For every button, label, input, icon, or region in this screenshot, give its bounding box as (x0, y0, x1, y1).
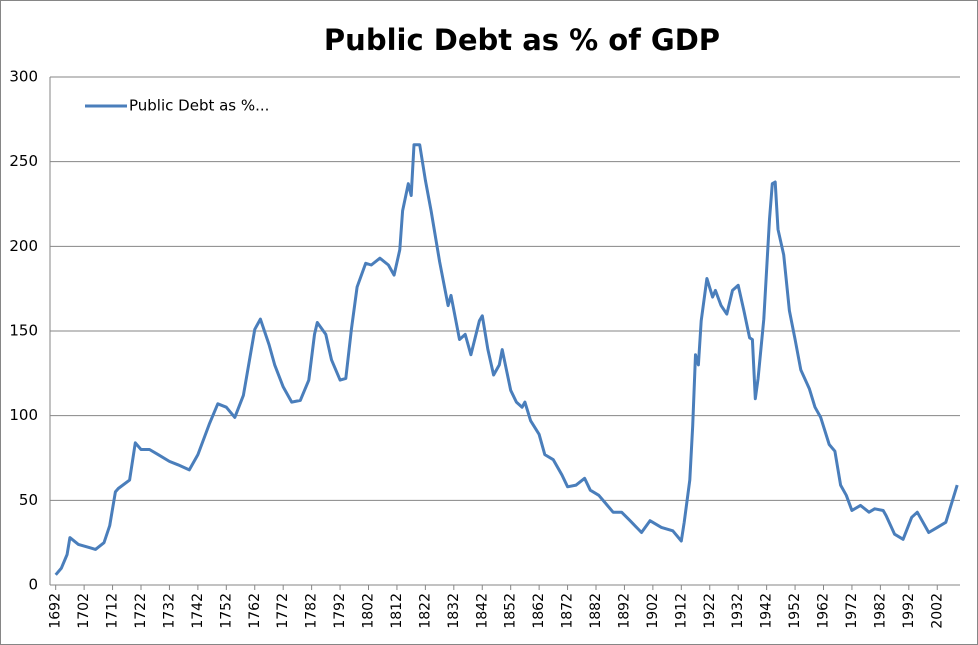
x-tick-label: 1892 (616, 593, 632, 629)
x-tick-label: 1942 (759, 593, 775, 629)
x-tick-label: 1962 (816, 593, 832, 629)
y-tick-label: 50 (19, 491, 38, 509)
x-tick-label: 1922 (702, 593, 718, 629)
x-tick-label: 1912 (673, 593, 689, 629)
y-tick-label: 150 (9, 322, 38, 340)
y-tick-label: 100 (9, 406, 38, 424)
x-tick-label: 2002 (929, 593, 945, 629)
x-tick-label: 1742 (190, 593, 206, 629)
x-tick-label: 1932 (730, 593, 746, 629)
x-tick-label: 1792 (332, 593, 348, 629)
x-tick-label: 1832 (446, 593, 462, 629)
y-tick-label: 200 (9, 237, 38, 255)
x-tick-label: 1992 (901, 593, 917, 629)
x-tick-label: 1842 (474, 593, 490, 629)
x-tick-label: 1782 (304, 593, 320, 629)
y-tick-label: 250 (9, 152, 38, 170)
x-tick-label: 1982 (872, 593, 888, 629)
chart-title: Public Debt as % of GDP (324, 23, 720, 57)
x-tick-label: 1882 (588, 593, 604, 629)
x-tick-label: 1712 (105, 593, 121, 629)
x-tick-label: 1822 (417, 593, 433, 629)
x-tick-label: 1902 (645, 593, 661, 629)
x-tick-label: 1872 (560, 593, 576, 629)
x-tick-label: 1952 (787, 593, 803, 629)
x-tick-label: 1862 (531, 593, 547, 629)
x-tick-label: 1732 (161, 593, 177, 629)
y-tick-label: 300 (9, 68, 38, 86)
legend-label: Public Debt as %... (129, 97, 269, 115)
x-tick-label: 1852 (503, 593, 519, 629)
x-tick-label: 1722 (133, 593, 149, 629)
y-tick-label: 0 (28, 576, 38, 594)
x-tick-label: 1692 (48, 593, 64, 629)
x-tick-label: 1772 (275, 593, 291, 629)
x-tick-label: 1752 (218, 593, 234, 629)
x-tick-label: 1812 (389, 593, 405, 629)
x-tick-label: 1972 (844, 593, 860, 629)
line (54, 143, 959, 576)
x-tick-label: 1802 (361, 593, 377, 629)
x-tick-label: 1762 (247, 593, 263, 629)
x-tick-label: 1702 (76, 593, 92, 629)
